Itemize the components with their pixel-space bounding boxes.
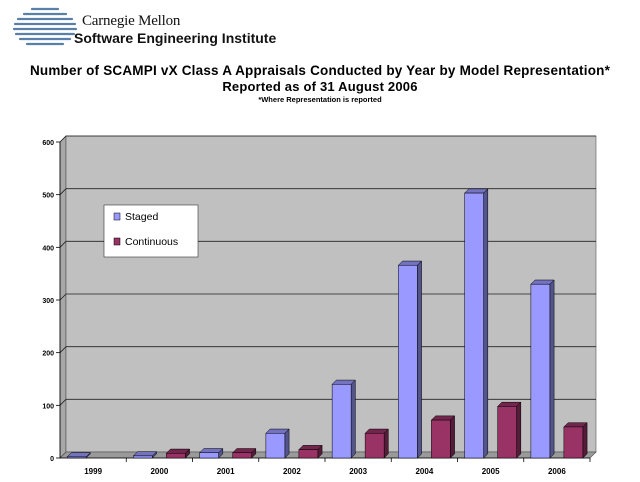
bar-top [331, 379, 356, 385]
bar-continuous-2001 [232, 452, 252, 459]
bar-staged-1999 [66, 456, 87, 459]
x-tick-label: 1999 [84, 467, 102, 476]
y-tick-label: 600 [42, 140, 54, 147]
bar-staged-2005 [464, 192, 484, 459]
x-tick-label: 2006 [548, 467, 566, 476]
bar-side [284, 428, 290, 459]
y-tick-label: 200 [42, 351, 54, 358]
legend-swatch-staged [113, 212, 121, 221]
bar-top [298, 445, 323, 450]
logo-text-carnegie-mellon: Carnegie Mellon [82, 13, 181, 29]
x-tick-label: 2003 [349, 467, 367, 476]
bar-top [430, 415, 456, 421]
bar-top [265, 428, 290, 434]
gridline [59, 135, 596, 143]
bar-staged-2003 [331, 384, 352, 459]
chart-subtitle: Reported as of 31 August 2006 [222, 79, 418, 94]
bar-top [364, 428, 389, 434]
bar-continuous-2003 [364, 432, 385, 459]
bar-continuous-2006 [563, 426, 584, 459]
chart-title: Number of SCAMPI vX Class A Appraisals C… [29, 63, 611, 78]
x-tick-label: 2005 [482, 467, 500, 476]
bar-staged-2006 [530, 283, 551, 459]
bar-continuous-2000 [166, 453, 186, 459]
x-tick-label: 2002 [283, 467, 301, 476]
bar-side [350, 379, 356, 459]
bar-top [232, 448, 257, 453]
bar-staged-2001 [199, 452, 219, 459]
bar-top [464, 188, 489, 194]
bar-side [516, 401, 522, 459]
bar-top [199, 448, 224, 453]
bar-top [66, 452, 91, 458]
bar-side [483, 188, 489, 459]
bar-continuous-2004 [431, 419, 451, 459]
globe-logo-icon [12, 7, 78, 46]
bar-top [497, 401, 522, 407]
logo-text-sei: Software Engineering Institute [74, 30, 277, 46]
y-tick-label: 300 [42, 298, 54, 305]
gridline [59, 188, 596, 195]
gridline [59, 240, 596, 248]
chart-titles: Number of SCAMPI vX Class A Appraisals C… [0, 63, 640, 105]
bar-staged-2002 [265, 432, 286, 459]
bar-top [563, 422, 588, 428]
y-tick-label: 100 [42, 403, 54, 410]
bar-continuous-2005 [497, 406, 517, 459]
bar-continuous-2002 [298, 449, 319, 459]
bar-staged-2000 [133, 455, 153, 459]
x-tick-label: 2001 [217, 467, 235, 476]
bar-side [383, 428, 389, 459]
y-tick-label: 500 [42, 193, 54, 200]
bar-top [132, 451, 158, 457]
bar-side [450, 415, 455, 459]
chart-footnote: *Where Representation is reported [258, 95, 382, 104]
bar-side [417, 260, 422, 459]
bar-staged-2004 [398, 264, 418, 459]
bar-top [397, 260, 423, 266]
x-tick-label: 2004 [415, 467, 433, 476]
sei-logo: Carnegie Mellon Software Engineering Ins… [10, 6, 280, 48]
x-tick-label: 2000 [150, 467, 168, 476]
bar-side [582, 422, 588, 459]
legend-swatch-continuous [113, 237, 121, 246]
legend-label-staged: Staged [125, 211, 158, 223]
bar-top [530, 279, 555, 285]
y-tick-label: 400 [42, 245, 54, 252]
bar-side [549, 279, 555, 459]
legend-label-continuous: Continuous [125, 236, 178, 248]
y-tick-label: 0 [50, 456, 54, 463]
bar-top [165, 448, 191, 454]
